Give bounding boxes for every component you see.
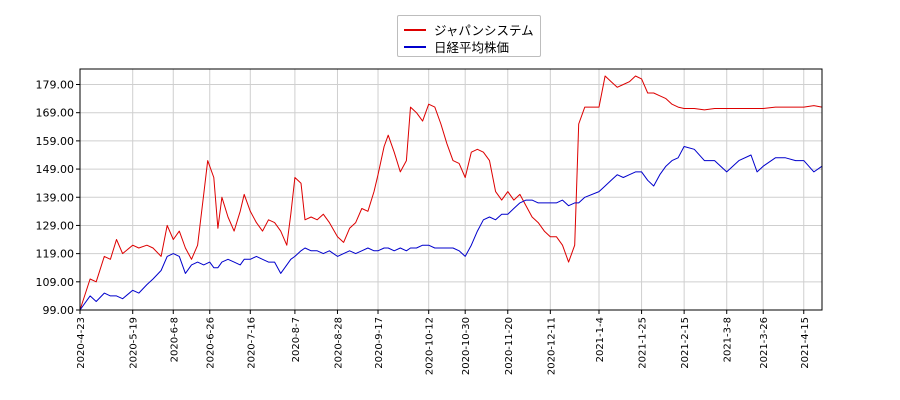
x-tick-label: 2020-6-26 — [206, 317, 217, 369]
legend-swatch-blue — [404, 45, 426, 48]
y-tick-label: 119.00 — [36, 248, 75, 261]
x-tick-label: 2021-1-25 — [638, 317, 649, 369]
x-tick-label: 2021-1-4 — [595, 317, 606, 362]
x-tick-label: 2020-9-17 — [374, 317, 385, 369]
y-tick-label: 129.00 — [36, 219, 75, 232]
series-line-nikkei — [79, 146, 823, 311]
x-tick-label: 2020-10-12 — [425, 317, 436, 375]
y-tick-label: 159.00 — [36, 135, 75, 148]
x-tick-label: 2020-11-20 — [504, 317, 515, 375]
x-tick-label: 2020-8-28 — [333, 317, 344, 369]
y-tick-label: 139.00 — [36, 191, 75, 204]
legend-item-japan-system: ジャパンシステム — [404, 20, 534, 39]
x-tick-label: 2020-6-8 — [169, 317, 180, 362]
x-tick-label: 2020-8-7 — [291, 317, 302, 362]
series-line-japan-system — [79, 75, 823, 311]
x-tick-label: 2021-4-15 — [800, 317, 811, 369]
y-tick-label: 179.00 — [36, 79, 75, 92]
legend-swatch-red — [404, 28, 426, 31]
x-tick-label: 2021-3-26 — [759, 317, 770, 369]
y-tick-label: 169.00 — [36, 107, 75, 120]
x-tick-label: 2020-4-23 — [76, 317, 87, 369]
plot-frame — [79, 68, 823, 311]
legend: ジャパンシステム 日経平均株価 — [397, 15, 541, 57]
y-tick-label: 109.00 — [36, 276, 75, 289]
x-tick-label: 2020-7-16 — [246, 317, 257, 369]
x-tick-label: 2020-5-19 — [129, 317, 140, 369]
y-tick-label: 99.00 — [43, 304, 75, 317]
y-tick-label: 149.00 — [36, 163, 75, 176]
x-tick-label: 2021-2-15 — [680, 317, 691, 369]
x-tick-label: 2020-10-30 — [461, 317, 472, 375]
legend-item-nikkei: 日経平均株価 — [404, 37, 509, 56]
legend-label: ジャパンシステム — [434, 23, 534, 38]
x-tick-label: 2021-3-8 — [723, 317, 734, 362]
x-tick-label: 2020-12-11 — [546, 317, 557, 375]
plot-area — [80, 69, 822, 310]
legend-label: 日経平均株価 — [434, 40, 510, 55]
